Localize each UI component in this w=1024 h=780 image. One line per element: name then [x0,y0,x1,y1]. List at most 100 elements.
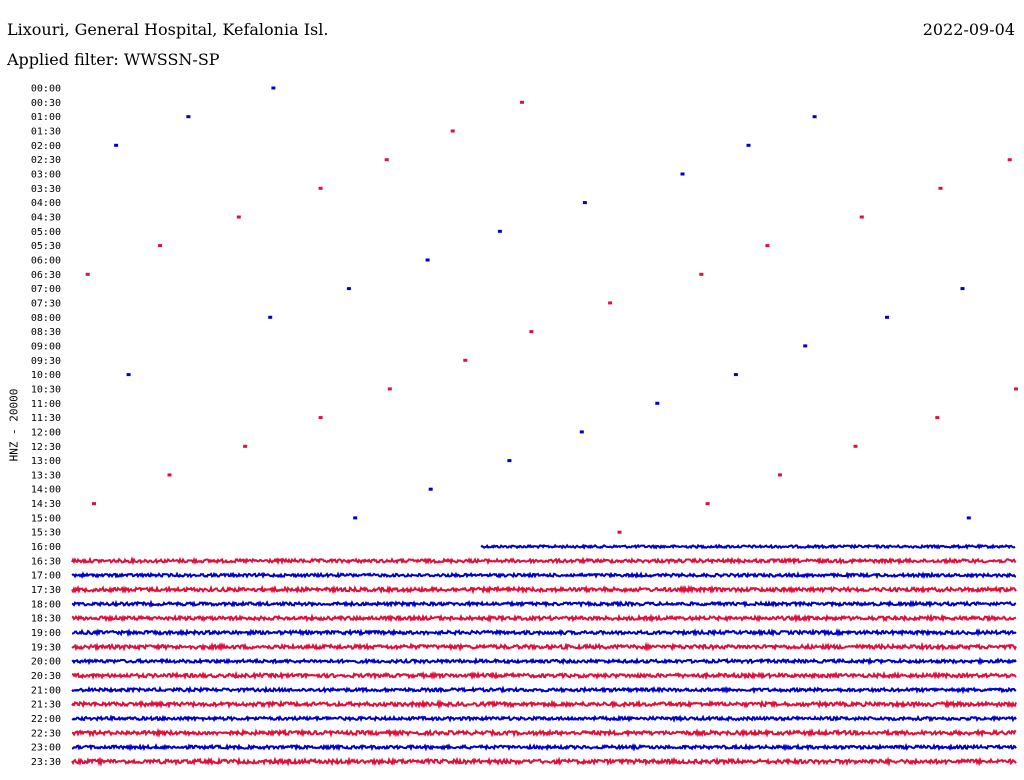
trace-blip [733,373,738,377]
time-tick-labels: 00:00 00:30 01:00 01:30 02:00 02:30 03:00 03:30… [31,84,61,769]
row-tick-label: 00:30 [31,98,61,109]
trace-blip [346,287,351,291]
trace-blip [353,516,358,520]
station-title: Lixouri, General Hospital, Kefalonia Isl… [7,20,329,39]
row-tick-label: 16:30 [31,556,61,567]
trace-row [71,571,1017,580]
row-tick-label: 08:30 [31,327,61,338]
row-tick-label: 02:00 [31,141,61,152]
row-tick-label: 21:30 [31,700,61,711]
trace-blip [859,215,864,219]
trace-blip [186,115,191,119]
row-tick-label: 22:30 [31,728,61,739]
trace-blip [705,502,710,506]
row-tick-label: 15:30 [31,528,61,539]
trace-blip [318,186,323,190]
trace-blip [428,487,433,491]
trace-blip [271,86,276,90]
row-tick-label: 21:00 [31,685,61,696]
trace-blip [885,315,889,319]
trace-blip [582,201,587,205]
row-tick-label: 07:00 [31,284,61,295]
trace-blip [520,100,524,104]
trace-blip [1007,158,1012,162]
trace-blip [236,215,241,219]
row-tick-label: 09:00 [31,341,61,352]
row-tick-label: 13:30 [31,470,61,481]
row-tick-label: 02:30 [31,155,61,166]
trace-blip [579,430,584,434]
row-tick-label: 03:00 [31,169,61,180]
trace-blip [497,229,502,233]
trace-blip [699,272,704,276]
trace-blip [387,387,392,391]
trace-row [71,627,1017,637]
trace-row [71,670,1017,681]
trace-blip [966,516,971,520]
row-tick-label: 08:00 [31,313,61,324]
trace-blip [680,172,685,176]
trace-row [71,685,1017,695]
trace-row [71,756,1017,768]
trace-blip [268,315,273,319]
trace-blip [318,416,323,420]
row-tick-label: 13:00 [31,456,61,467]
trace-blip [507,459,512,463]
trace-row [71,727,1017,739]
trace-blip [529,330,534,334]
row-tick-label: 23:30 [31,757,61,768]
trace-blip [803,344,808,348]
row-tick-label: 10:30 [31,384,61,395]
trace-blip [853,444,858,448]
row-tick-label: 03:30 [31,184,61,195]
trace-row [71,556,1017,566]
trace-blip [384,158,389,162]
row-tick-label: 04:00 [31,198,61,209]
row-tick-label: 01:00 [31,112,61,123]
trace-blip [425,258,430,262]
trace-row [71,641,1017,652]
trace-row [480,543,1016,550]
trace-row [71,613,1017,624]
trace-row [71,714,1017,723]
trace-blip [608,301,613,305]
date-label: 2022-09-04 [922,20,1015,39]
row-tick-label: 01:30 [31,126,61,137]
row-tick-label: 18:00 [31,599,61,610]
trace-blip [463,358,468,362]
row-tick-label: 11:00 [31,399,61,410]
row-tick-label: 12:00 [31,427,61,438]
trace-blip [812,115,817,119]
trace-blip [85,272,90,276]
row-tick-label: 20:30 [31,671,61,682]
trace-blip [778,473,782,477]
row-tick-label: 12:30 [31,442,61,453]
row-tick-label: 17:30 [31,585,61,596]
trace-blip [450,129,455,133]
trace-blip [960,287,965,291]
trace-row [71,656,1017,666]
trace-row [71,699,1017,710]
row-tick-label: 04:30 [31,212,61,223]
trace-blip [1014,387,1018,391]
trace-blip [167,473,172,477]
row-tick-label: 06:30 [31,270,61,281]
trace-row [71,584,1017,595]
row-tick-label: 07:30 [31,298,61,309]
trace-blip [243,444,248,448]
row-tick-label: 05:00 [31,227,61,238]
trace-blip [114,143,119,147]
trace-row [71,599,1017,609]
trace-blip [126,373,131,377]
row-tick-label: 09:30 [31,356,61,367]
row-tick-label: 18:30 [31,614,61,625]
row-tick-label: 23:00 [31,743,61,754]
trace-blip [158,244,163,248]
row-tick-label: 16:00 [31,542,61,553]
trace-blip [765,244,770,248]
trace-row [71,742,1017,752]
row-tick-label: 22:00 [31,714,61,725]
row-tick-label: 15:00 [31,513,61,524]
row-tick-label: 06:00 [31,255,61,266]
